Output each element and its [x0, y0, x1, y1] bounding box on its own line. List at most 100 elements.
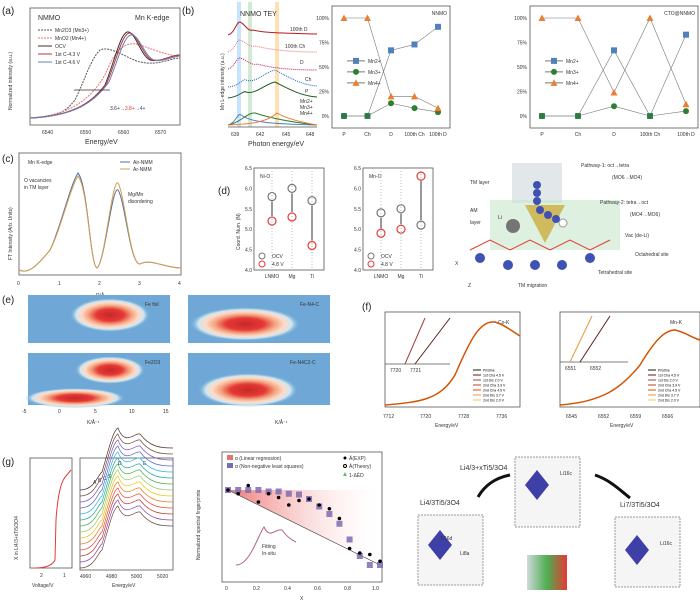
- ref-mn2: [227, 114, 318, 126]
- c-annot: Mg/Mn: [128, 192, 144, 198]
- xas-spectrum: [79, 475, 174, 539]
- svg-text:Li16c: Li16c: [660, 541, 672, 547]
- legend-label: Pristine: [483, 369, 495, 373]
- y-tick-label: 25%: [319, 90, 330, 96]
- a-xtick: 6550: [80, 130, 91, 136]
- curve-mno2: [29, 43, 181, 119]
- svg-text:7736: 7736: [496, 414, 507, 420]
- point-aexp: [337, 516, 342, 521]
- point-Mn3+: [539, 113, 545, 119]
- point-nnls: [326, 511, 333, 517]
- b-xlabel: Photon energy/eV: [248, 141, 304, 148]
- legend-label: Mn4+: [368, 81, 381, 87]
- svg-text:X: X: [300, 596, 304, 602]
- point-aexp: [368, 552, 372, 557]
- svg-text:Fe2O3: Fe2O3: [145, 360, 161, 366]
- svg-text:Fe-N4-C: Fe-N4-C: [300, 302, 320, 308]
- svg-text:E: E: [143, 461, 147, 467]
- point-nnls: [285, 490, 292, 497]
- point-aexp: [287, 503, 291, 507]
- point-ocv: [287, 183, 297, 193]
- svg-text:Voltage/V: Voltage/V: [32, 583, 54, 589]
- b-xtick: 645: [282, 132, 291, 138]
- point-aexp: [256, 500, 261, 504]
- legend-label: OCV: [272, 254, 284, 260]
- x-tick-label: P: [540, 132, 544, 138]
- legend-marker: [258, 252, 266, 260]
- point-Mn3+: [647, 113, 653, 119]
- legend-mno2: MnO2 (Mn4+): [55, 36, 86, 42]
- panel-d-label: (d): [218, 186, 230, 197]
- svg-text:0: 0: [17, 281, 20, 287]
- panel-g-label: (g): [2, 457, 14, 468]
- y-tick-label: 0%: [520, 114, 528, 120]
- trace-100th-ch: [227, 39, 318, 53]
- legend-label: Mn2+: [368, 59, 381, 65]
- map-fe2o3: Fe2O3: [25, 353, 170, 408]
- svg-text:Li16c: Li16c: [560, 471, 572, 477]
- legend-marker: [551, 57, 557, 64]
- point-aexp: [357, 551, 362, 555]
- chart-mn-o: 4.0 4.5 5.0 5.5 6.0 6.5 Mn-O LNMO Mg Ti OCV 4.8 V: [354, 166, 434, 280]
- ref-legend: Mn2+: [300, 99, 313, 105]
- legend-label: 1st Cha 4.5 V: [483, 374, 505, 378]
- curve-mn2o3: [29, 48, 181, 119]
- point-aexp: [246, 483, 251, 488]
- legend-marker: [367, 252, 375, 260]
- x-tick-label: Mg: [289, 274, 296, 280]
- panel-a-label: (a): [2, 6, 14, 17]
- panel-c: (c) Mn K-edge Air-NMM Ar-NMM O vacancies…: [2, 152, 182, 299]
- point-4-8v: [287, 212, 297, 222]
- svg-text:Ti16d: Ti16d: [440, 536, 453, 542]
- svg-text:X: X: [455, 261, 459, 267]
- legend-marker: [551, 68, 557, 75]
- point-ocv: [307, 196, 317, 206]
- legend-marker: [353, 57, 359, 64]
- svg-text:6552: 6552: [598, 414, 609, 420]
- point-Mn4+: [340, 14, 348, 21]
- y-tick-label: 50%: [517, 65, 528, 71]
- svg-text:7720: 7720: [420, 414, 431, 420]
- point-aexp: [347, 546, 352, 551]
- fp-inset: Fitting In-situ: [235, 526, 297, 566]
- legend-label: OCV: [381, 254, 393, 260]
- x-tick-label: 100th D: [429, 132, 447, 138]
- b-xtick: 642: [256, 132, 265, 138]
- xas-spectrum: [79, 493, 174, 557]
- chart-frame: [253, 167, 325, 271]
- svg-text:7728: 7728: [458, 414, 469, 420]
- map-fe-foil: Fe foil: [28, 295, 170, 343]
- svg-text:0: 0: [225, 586, 228, 592]
- legend-label: Mn3+: [368, 70, 381, 76]
- legend-label: Mn4+: [566, 81, 579, 87]
- point-Mn4+: [646, 14, 654, 21]
- d-ylabel: Coord. Num. (N): [236, 213, 242, 250]
- point-Mn2+: [683, 31, 689, 38]
- y-tick-label: 100%: [316, 16, 329, 22]
- ref-legend: Mn4+: [300, 111, 313, 117]
- trace-ch: [227, 69, 318, 88]
- point-nnls: [336, 520, 343, 527]
- svg-text:Normalized spectral fingerprin: Normalized spectral fingerprints: [196, 489, 202, 560]
- xas-spectrum: [79, 439, 174, 503]
- trace-label: 100th Ch: [285, 44, 306, 50]
- mn2-band: [237, 2, 241, 127]
- y-tick-label: 6.0: [354, 186, 361, 192]
- panel-a-legend: Mn2O3 (Mn3+) MnO2 (Mn4+) OCV 1st C-4.3 V…: [38, 28, 89, 66]
- panel-a-title: NMMO: [38, 15, 61, 22]
- panel-a-edge: Mn K-edge: [135, 15, 169, 22]
- chart-cto-nnmo: 0% 25% 50% 75% 100% P Ch D 100th Ch 100th D CTO@NN…: [514, 5, 699, 138]
- point-Mn4+: [387, 92, 395, 100]
- point-aexp: [226, 488, 230, 492]
- point-nnls: [245, 487, 252, 493]
- svg-text:Fe-N4C2-C: Fe-N4C2-C: [290, 360, 316, 366]
- point-Mn2+: [411, 41, 418, 48]
- svg-text:7720: 7720: [390, 368, 401, 374]
- svg-text:Energy/eV: Energy/eV: [435, 423, 459, 429]
- svg-text:Mn-K: Mn-K: [670, 320, 683, 326]
- point-Mn3+: [575, 113, 581, 119]
- svg-text:0: 0: [58, 409, 61, 415]
- svg-text:In-situ: In-situ: [262, 551, 276, 557]
- mn3-band: [248, 2, 252, 127]
